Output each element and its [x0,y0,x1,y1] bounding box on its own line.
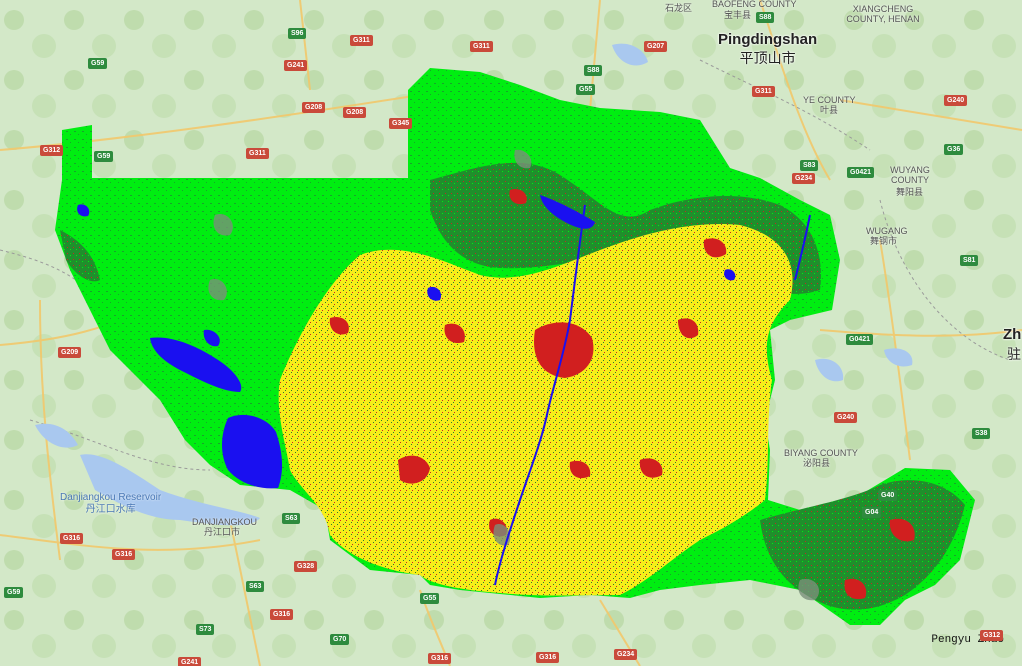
road-shield: G316 [428,653,452,664]
road-shield: G311 [350,35,373,46]
road-shield: G55 [420,593,440,604]
road-shield: G70 [330,634,350,645]
road-shield: G311 [470,41,493,52]
county-label-text: XIANGCHENG COUNTY, HENAN [846,4,920,24]
county-label: WUGANG [866,226,908,236]
road-shield: G316 [270,609,294,620]
road-shield: G328 [294,561,318,572]
city-label-pingdingshan: Pingdingshan 平顶山市 [718,31,817,68]
road-shield: G241 [284,60,308,71]
road-shield: S88 [584,65,603,76]
rivers [494,204,811,586]
cropland-region [278,224,793,596]
county-label: 丹江口市 [204,527,241,537]
county-label: XIANGCHENG COUNTY, HENAN [838,4,928,24]
road-shield: S38 [972,428,991,439]
road-shield: G311 [752,86,775,97]
road-shield: G312 [980,630,1004,641]
county-label: BAOFENG COUNTY [712,0,797,9]
road-shield: G316 [60,533,84,544]
road-shield: S63 [282,513,301,524]
road-shield: G55 [576,84,596,95]
county-label: 叶县 [820,105,839,115]
road-shield: G0421 [847,167,875,178]
road-shield: G209 [58,347,82,358]
county-label: YE COUNTY [803,95,856,105]
road-shield: G04 [862,507,882,518]
water-bodies [77,195,736,489]
road-shield: G240 [944,95,968,106]
county-label-text: WUYANG COUNTY [890,165,930,185]
road-shield: G234 [792,173,816,184]
road-shield: G208 [302,102,326,113]
road-shield: S73 [196,624,215,635]
reservoir-label: Danjiangkou Reservoir 丹江口水库 [60,492,161,516]
county-label: 宝丰县 [724,10,752,20]
road-shield: G316 [536,652,560,663]
county-label: 舞钢市 [870,236,898,246]
road-shield: G36 [944,144,964,155]
danjiangkou-reservoir-shape [80,454,260,526]
road-shield: S81 [960,255,979,266]
road-shield: G40 [878,490,898,501]
road-shield: G240 [834,412,858,423]
city-name-zh: 平顶山市 [739,50,796,66]
road-shield: G59 [94,151,114,162]
road-shield: S88 [756,12,775,23]
city-label-zhumadian-zh: 驻 [1007,346,1021,362]
reservoir-name: Danjiangkou Reservoir [60,492,162,503]
road-shield: G312 [40,145,64,156]
road-shield: G241 [178,657,202,666]
road-shield: G207 [644,41,668,52]
grassland-patches [208,149,820,601]
road-shield: G59 [4,587,24,598]
county-label: 泌阳县 [803,458,831,468]
road-shield: G234 [614,649,638,660]
city-label-zhumadian: Zh [1003,326,1022,343]
dense-forest-southeast [760,480,965,610]
county-label: 舞阳县 [896,187,924,197]
road-shield: S96 [288,28,307,39]
city-name: Pingdingshan [718,31,818,48]
road-shield: G316 [112,549,136,560]
county-label: 石龙区 [665,3,693,13]
county-label: DANJIANGKOU [192,517,258,527]
road-shield: S83 [800,160,819,171]
road-shield: S63 [246,581,265,592]
road-shield: G59 [88,58,108,69]
reservoir-name-zh: 丹江口水库 [85,504,136,515]
county-label: BIYANG COUNTY [784,448,858,458]
road-shield: G208 [343,107,367,118]
road-shield: G345 [389,118,413,129]
road-shield: G0421 [846,334,874,345]
county-label: WUYANG COUNTY [890,165,930,185]
road-shield: G311 [246,148,269,159]
